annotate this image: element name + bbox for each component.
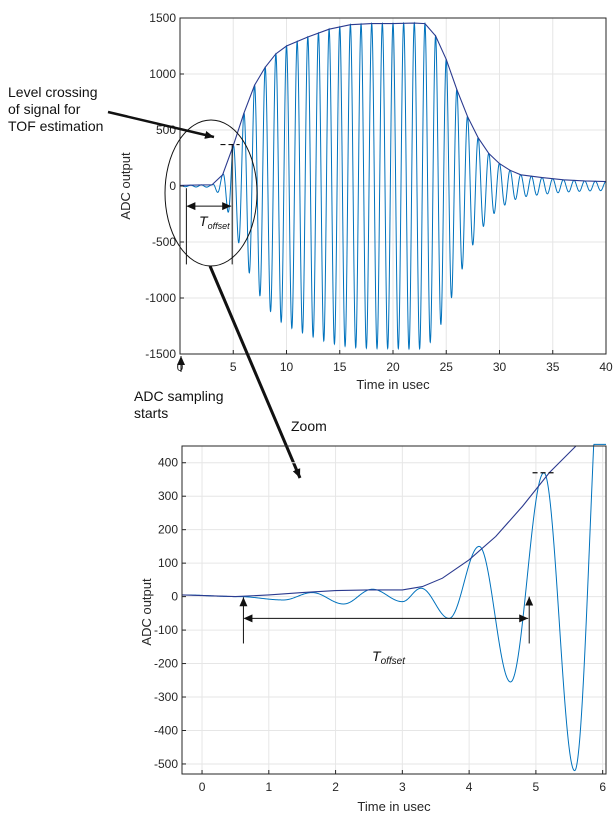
zoom-arrow bbox=[208, 265, 302, 479]
zoom-ytick-label-2: -300 bbox=[154, 690, 178, 704]
overview-ytick-label-2: -500 bbox=[152, 235, 176, 249]
zoom-ytick-label-4: -100 bbox=[154, 623, 178, 637]
zoom-ytick-label-5: 0 bbox=[171, 590, 178, 604]
overview-xtick-label-5: 25 bbox=[440, 360, 454, 374]
overview-ytick-label-1: -1000 bbox=[145, 291, 176, 305]
overview-ytick-label-3: 0 bbox=[169, 179, 176, 193]
zoom-toffset-main: T bbox=[372, 648, 382, 664]
zoom-ytick-label-6: 100 bbox=[158, 556, 178, 570]
overview-xtick-label-8: 40 bbox=[599, 360, 613, 374]
zoom-chart: 0 1 2 3 4 5 6 -500 -400 -300 -200 -100 0 100 200 300 400… bbox=[139, 443, 607, 814]
zoom-y-axis-label: ADC output bbox=[139, 578, 154, 646]
zoom-ytick-label-3: -200 bbox=[154, 657, 178, 671]
level-crossing-line-2: of signal for bbox=[8, 101, 81, 117]
zoom-xtick-label-5: 5 bbox=[533, 780, 540, 794]
overview-ytick-label-6: 1500 bbox=[149, 11, 176, 25]
overview-xtick-label-4: 20 bbox=[386, 360, 400, 374]
zoom-xtick-label-4: 4 bbox=[466, 780, 473, 794]
zoom-xtick-label-2: 2 bbox=[332, 780, 339, 794]
overview-xtick-label-0: 0 bbox=[177, 360, 184, 374]
zoom-envelope-line bbox=[181, 445, 606, 598]
level-crossing-line-1: Level crossing bbox=[8, 84, 98, 100]
overview-toffset-sub: offset bbox=[208, 221, 231, 231]
zoom-ytick-label-7: 200 bbox=[158, 523, 178, 537]
zoom-x-axis-label: Time in usec bbox=[357, 799, 431, 814]
zoom-xtick-label-3: 3 bbox=[399, 780, 406, 794]
overview-chart: 0 5 10 15 20 25 30 35 40-1500-1000-5000500100015… bbox=[118, 11, 613, 392]
overview-envelope-line bbox=[179, 22, 607, 186]
overview-toffset-main: T bbox=[199, 213, 209, 229]
overview-y-axis-label: ADC output bbox=[118, 152, 133, 220]
zoom-region-ellipse bbox=[164, 119, 258, 267]
zoom-annotation: Zoom bbox=[208, 265, 327, 479]
overview-xtick-label-2: 10 bbox=[280, 360, 294, 374]
zoom-signal-line bbox=[182, 443, 606, 772]
overview-ytick-label-0: -1500 bbox=[145, 347, 176, 361]
overview-x-axis-label: Time in usec bbox=[356, 377, 430, 392]
zoom-tick-labels: 0 1 2 3 4 5 6 -500 -400 -300 -200 -100 0 100 200 300 400 bbox=[154, 456, 606, 794]
zoom-ytick-label-8: 300 bbox=[158, 489, 178, 503]
zoom-toffset-sub: offset bbox=[381, 656, 407, 667]
level-crossing-annotation: Level crossing of signal for TOF estimat… bbox=[8, 84, 215, 139]
zoom-xtick-label-6: 6 bbox=[599, 780, 606, 794]
overview-xtick-label-3: 15 bbox=[333, 360, 347, 374]
level-crossing-arrow bbox=[107, 110, 215, 139]
overview-tick-labels: 0 5 10 15 20 25 30 35 40-1500-1000-5000500100015… bbox=[145, 11, 613, 374]
sampling-start-line-1: ADC sampling bbox=[134, 388, 223, 404]
zoom-ytick-label-1: -400 bbox=[154, 723, 178, 737]
zoom-ytick-label-9: 400 bbox=[158, 456, 178, 470]
overview-xtick-label-7: 35 bbox=[546, 360, 560, 374]
sampling-start-line-2: starts bbox=[134, 405, 168, 421]
zoom-xtick-label-0: 0 bbox=[199, 780, 206, 794]
overview-xtick-label-6: 30 bbox=[493, 360, 507, 374]
zoom-ytick-label-0: -500 bbox=[154, 757, 178, 771]
overview-grid bbox=[179, 17, 607, 355]
zoom-axes-frame bbox=[181, 445, 607, 775]
overview-toffset-label: Toffset bbox=[199, 213, 230, 231]
zoom-xtick-label-1: 1 bbox=[265, 780, 272, 794]
level-crossing-line-3: TOF estimation bbox=[8, 118, 103, 134]
zoom-toffset-label: Toffset bbox=[372, 648, 406, 667]
overview-ytick-label-5: 1000 bbox=[149, 67, 176, 81]
sampling-start-annotation: ADC sampling starts bbox=[134, 356, 223, 421]
overview-xtick-label-1: 5 bbox=[230, 360, 237, 374]
zoom-label: Zoom bbox=[291, 418, 327, 434]
zoom-grid bbox=[182, 446, 606, 774]
